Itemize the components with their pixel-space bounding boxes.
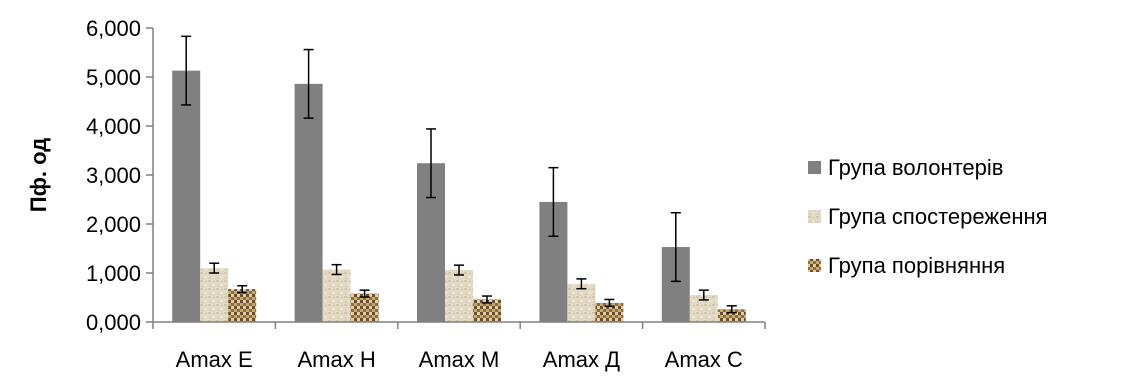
error-bar: [237, 284, 248, 294]
error-bar: [209, 262, 220, 274]
error-bar: [359, 289, 370, 298]
bar: [200, 268, 229, 322]
y-tick-label: 1,000: [86, 261, 141, 286]
x-axis: Amax E Amax H Amax M Amax Д Amax C: [152, 321, 766, 372]
bar: [294, 83, 323, 322]
bar: [567, 283, 596, 322]
error-bar: [181, 35, 192, 106]
legend-item: Група спостереження: [808, 204, 1048, 229]
bar: [172, 70, 201, 322]
legend: Група волонтерів Група спостереження Група…: [808, 155, 1048, 278]
y-axis-label: Пф. од: [26, 138, 51, 212]
error-bar: [482, 295, 492, 304]
error-bar: [670, 211, 681, 283]
y-tick-label: 4,000: [86, 114, 141, 139]
x-tick-label: Amax C: [665, 347, 743, 372]
error-bar: [331, 263, 342, 276]
legend-item: Група волонтерів: [808, 155, 1003, 180]
bar: [595, 302, 624, 322]
y-tick-label: 2,000: [86, 212, 141, 237]
bar: [473, 299, 501, 322]
y-tick-label: 0,000: [86, 310, 141, 335]
bar: [445, 270, 473, 322]
error-bar: [576, 278, 587, 290]
x-tick-label: Amax Д: [543, 347, 620, 372]
legend-label: Група порівняння: [828, 253, 1005, 278]
legend-label: Група спостереження: [828, 204, 1048, 229]
x-tick-label: Amax M: [419, 347, 500, 372]
plot-area: [172, 35, 746, 322]
y-tick-label: 6,000: [86, 16, 141, 41]
x-tick-label: Amax E: [176, 347, 253, 372]
x-tick-label: Amax H: [297, 347, 375, 372]
legend-item: Група порівняння: [808, 253, 1005, 278]
y-tick-label: 3,000: [86, 163, 141, 188]
error-bar: [604, 298, 615, 308]
error-bar: [698, 289, 709, 301]
bar: [717, 309, 746, 322]
bar: [322, 269, 351, 322]
legend-swatch: [808, 259, 821, 272]
error-bar: [548, 166, 559, 237]
error-bar: [303, 48, 314, 119]
error-bar: [726, 305, 737, 314]
legend-label: Група волонтерів: [828, 155, 1003, 180]
y-tick-label: 5,000: [86, 65, 141, 90]
legend-swatch: [808, 161, 821, 174]
error-bar: [426, 128, 436, 199]
bar: [350, 293, 379, 322]
error-bar: [454, 264, 464, 276]
bar: [228, 289, 257, 322]
y-axis: 0,000 1,000 2,000 3,000 4,000 5,000 6,000: [86, 16, 154, 335]
legend-swatch: [808, 210, 821, 223]
